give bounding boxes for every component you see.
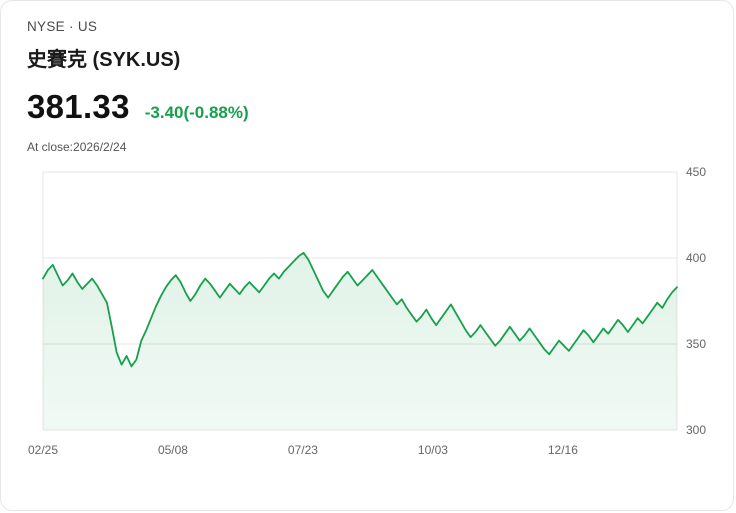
y-axis-label: 450 [686, 166, 706, 179]
stock-name: 史賽克 (SYK.US) [27, 49, 181, 71]
x-axis-label: 12/16 [548, 443, 578, 457]
y-axis-label: 300 [686, 423, 706, 437]
last-price: 381.33 [27, 88, 130, 125]
price-row: 381.33 -3.40(-0.88%) [27, 88, 707, 126]
as-of-timestamp: At close:2026/2/24 [27, 140, 127, 154]
x-axis-label: 10/03 [418, 443, 448, 457]
price-change: -3.40(-0.88%) [144, 103, 249, 122]
x-axis-label: 02/25 [28, 443, 58, 457]
y-axis-label: 350 [686, 337, 706, 351]
exchange-region-label: NYSE · US [27, 19, 98, 34]
quote-header: NYSE · US 史賽克 (SYK.US) 381.33 -3.40(-0.8… [1, 1, 733, 154]
price-chart-svg[interactable]: 450 400 350 300 02/25 05/08 07/23 10/03 12/16 [1, 166, 734, 471]
y-axis-label: 400 [686, 251, 706, 265]
price-chart[interactable]: 450 400 350 300 02/25 05/08 07/23 10/03 12/16 [1, 166, 733, 471]
x-axis-label: 07/23 [288, 443, 318, 457]
price-line [42, 251, 678, 368]
x-axis-label: 05/08 [158, 443, 188, 457]
price-area-fill [43, 252, 677, 430]
